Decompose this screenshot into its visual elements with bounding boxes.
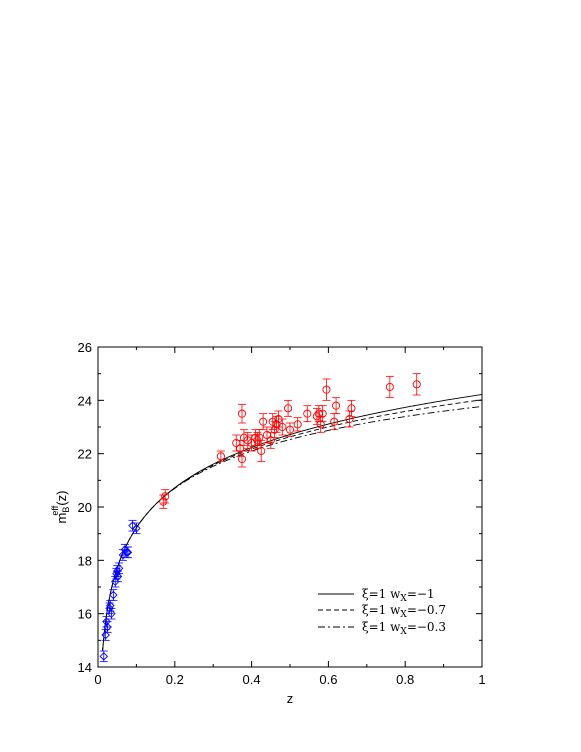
y-tick-label: 14 [78, 660, 92, 675]
y-tick-label: 16 [78, 607, 92, 622]
legend-label-suffix: =−0.3 [407, 620, 446, 634]
y-tick-label: 22 [78, 447, 92, 462]
legend-label-suffix: =−1 [407, 587, 435, 601]
y-tick-label: 26 [78, 340, 92, 355]
legend-label-prefix: ξ=1 w [362, 587, 401, 601]
data-point-circle [161, 492, 170, 501]
data-point-circle [285, 425, 295, 434]
x-tick-label: 0.6 [319, 672, 337, 687]
plot-frame [97, 346, 483, 668]
legend-label-sub: X [400, 610, 407, 620]
data-point-circle [345, 414, 354, 424]
data-point-circle [284, 404, 293, 413]
data-point-circle [347, 404, 356, 413]
data-point-circle [322, 385, 331, 394]
legend-label: ξ=1 wX=−0.7 [362, 603, 446, 620]
data-point-circle [266, 436, 275, 445]
y-axis-label-suffix: (z) [54, 491, 69, 506]
data-point-circle [318, 409, 327, 418]
data-point-diamond [122, 548, 132, 557]
data-point-circle [236, 444, 245, 453]
legend-label: ξ=1 wX=−1 [362, 587, 435, 604]
data-point-circle [216, 452, 225, 461]
x-tick-label: 0.8 [396, 672, 414, 687]
data-point-circle [159, 497, 168, 506]
data-point-circle [330, 417, 339, 426]
data-point-diamond [101, 630, 110, 640]
y-axis-label-sup: eff [50, 505, 60, 515]
axis-ticks: 0 0.2 0.4 0.6 0.8 1 14 16 18 20 22 24 26 [78, 340, 486, 687]
data-point-circle [259, 417, 268, 426]
y-axis-label: mBeff(z) [50, 491, 71, 524]
x-axis-label: z [287, 691, 294, 706]
y-tick-label: 20 [78, 500, 92, 515]
data-point-diamond [107, 609, 116, 618]
x-tick-label: 0.4 [243, 672, 261, 687]
data-point-circle [237, 454, 247, 464]
data-point-diamond [132, 524, 141, 533]
y-tick-label: 18 [78, 553, 92, 568]
data-point-circle [316, 420, 325, 429]
x-tick-label: 0.2 [166, 672, 184, 687]
legend-label-sub: X [400, 594, 407, 604]
data-point-diamond [112, 566, 122, 576]
legend: ξ=1 wX=−1ξ=1 wX=−0.7ξ=1 wX=−0.3 [318, 587, 446, 637]
legend-label-prefix: ξ=1 w [362, 620, 401, 634]
model-curve-dashdot [102, 406, 483, 651]
legend-label-suffix: =−0.7 [407, 603, 446, 617]
y-axis-label-main: m [54, 513, 69, 524]
legend-label-sub: X [400, 627, 407, 637]
data-point-circle [278, 422, 287, 432]
data-point-diamond [102, 617, 111, 626]
data-point-diamond [114, 564, 124, 573]
data-point-circle [257, 446, 266, 456]
red-data-series [159, 373, 421, 509]
data-point-diamond [113, 572, 123, 581]
y-tick-label: 24 [78, 393, 92, 408]
data-point-circle [237, 409, 247, 418]
data-point-diamond [123, 548, 133, 557]
x-tick-label: 0 [94, 672, 101, 687]
y-axis-label-sub: B [61, 507, 71, 513]
data-point-circle [385, 382, 394, 392]
legend-label-prefix: ξ=1 w [362, 603, 401, 617]
data-point-circle [412, 380, 421, 389]
data-point-circle [332, 401, 341, 410]
data-point-diamond [109, 590, 118, 600]
legend-label: ξ=1 wX=−0.3 [362, 620, 446, 637]
data-point-circle [293, 420, 302, 429]
data-point-diamond [106, 601, 115, 610]
data-point-circle [303, 409, 312, 418]
data-point-circle [255, 433, 264, 442]
data-point-circle [270, 425, 279, 434]
x-tick-label: 1 [478, 672, 485, 687]
data-point-diamond [99, 652, 108, 661]
data-point-diamond [103, 622, 112, 632]
data-point-diamond [128, 521, 137, 530]
blue-data-series [99, 519, 141, 663]
